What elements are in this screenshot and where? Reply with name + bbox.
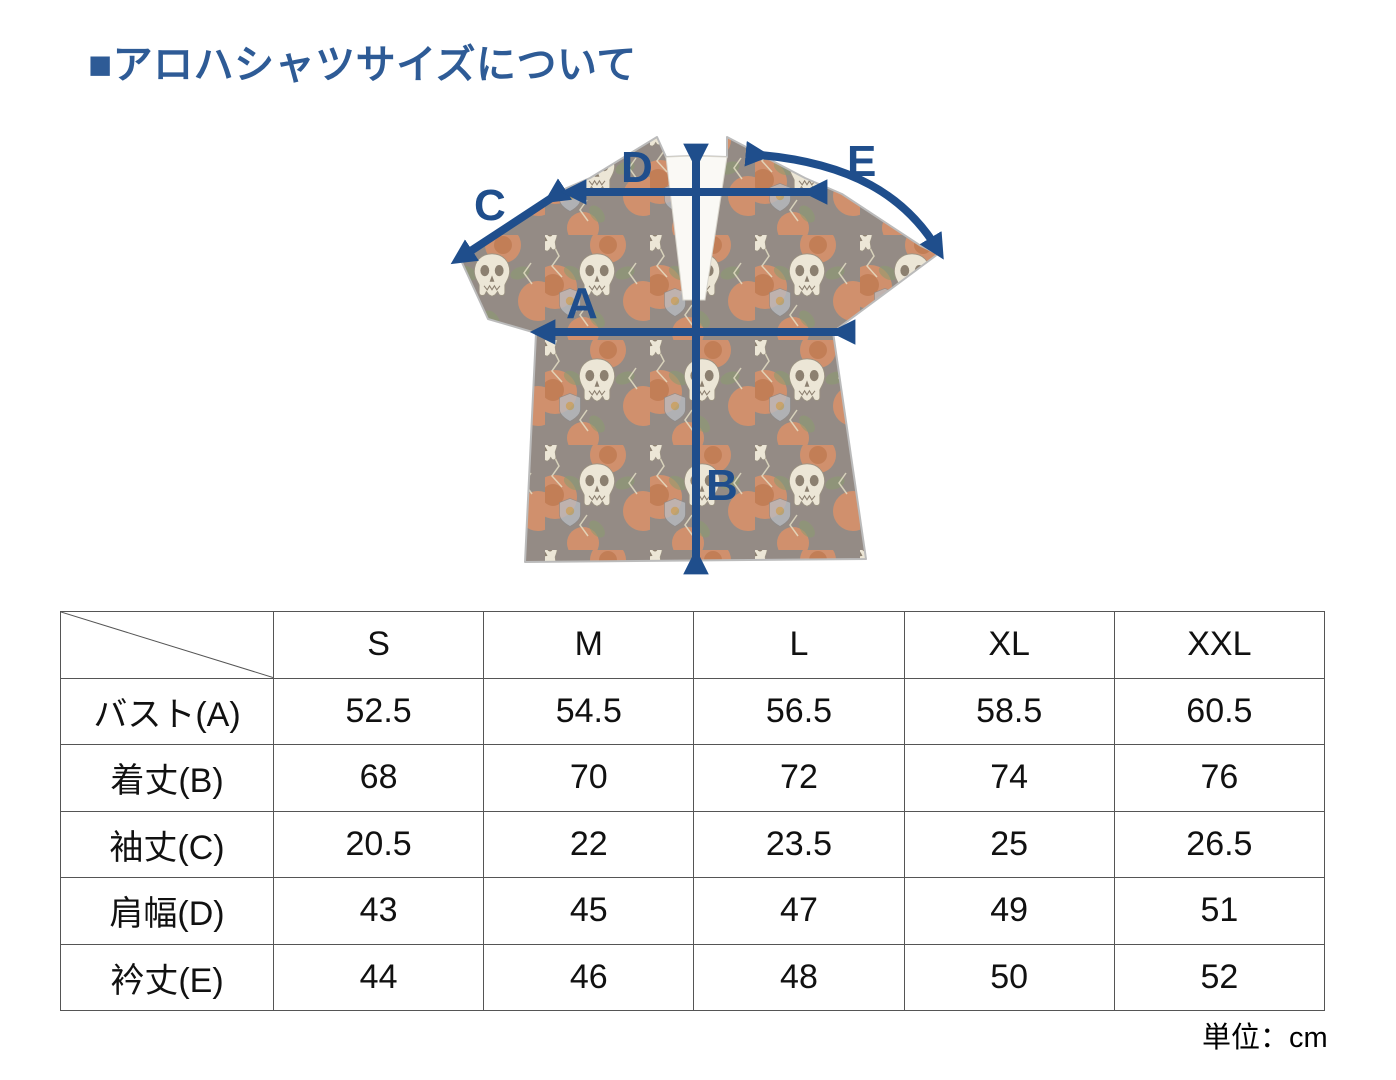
svg-text:C: C: [474, 181, 506, 230]
svg-text:E: E: [847, 137, 876, 186]
svg-text:D: D: [621, 143, 653, 192]
svg-text:B: B: [706, 461, 738, 510]
svg-text:A: A: [566, 279, 598, 328]
